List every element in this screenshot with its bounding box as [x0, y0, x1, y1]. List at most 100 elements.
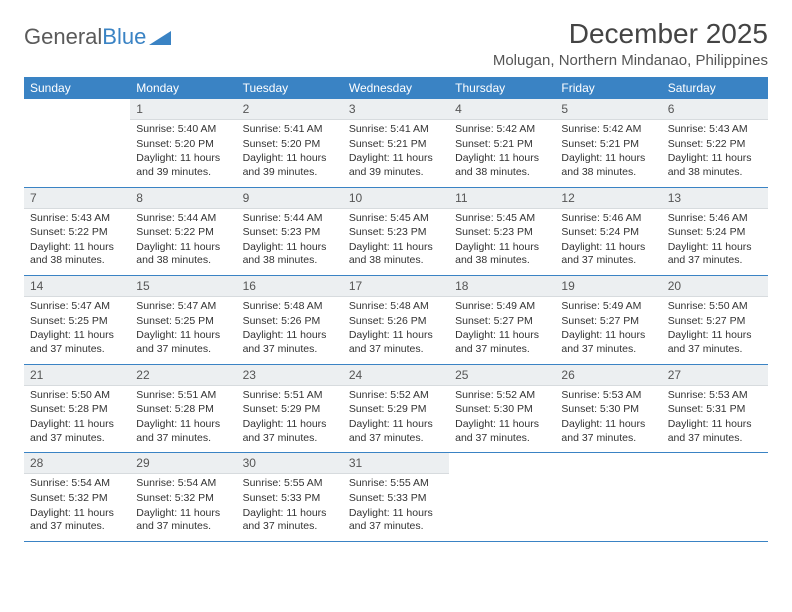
daylight-line: Daylight: 11 hours and 37 minutes. [136, 507, 230, 534]
sunrise-line: Sunrise: 5:50 AM [668, 300, 762, 314]
daylight-line: Daylight: 11 hours and 37 minutes. [668, 329, 762, 356]
sunrise-line: Sunrise: 5:51 AM [243, 389, 337, 403]
daylight-line: Daylight: 11 hours and 37 minutes. [561, 418, 655, 445]
calendar-cell: 11Sunrise: 5:45 AMSunset: 5:23 PMDayligh… [449, 187, 555, 276]
calendar-cell: 4Sunrise: 5:42 AMSunset: 5:21 PMDaylight… [449, 99, 555, 187]
calendar-week-row: 1Sunrise: 5:40 AMSunset: 5:20 PMDaylight… [24, 99, 768, 187]
daylight-line: Daylight: 11 hours and 37 minutes. [349, 418, 443, 445]
sunset-line: Sunset: 5:24 PM [561, 226, 655, 240]
day-number: 20 [662, 276, 768, 297]
sunrise-line: Sunrise: 5:52 AM [349, 389, 443, 403]
daylight-line: Daylight: 11 hours and 37 minutes. [455, 329, 549, 356]
calendar-cell: 19Sunrise: 5:49 AMSunset: 5:27 PMDayligh… [555, 276, 661, 365]
day-number: 13 [662, 188, 768, 209]
sunset-line: Sunset: 5:26 PM [349, 315, 443, 329]
sunrise-line: Sunrise: 5:49 AM [561, 300, 655, 314]
day-details: Sunrise: 5:43 AMSunset: 5:22 PMDaylight:… [662, 120, 768, 187]
calendar-cell: 26Sunrise: 5:53 AMSunset: 5:30 PMDayligh… [555, 364, 661, 453]
day-details: Sunrise: 5:45 AMSunset: 5:23 PMDaylight:… [449, 209, 555, 276]
calendar-cell: 14Sunrise: 5:47 AMSunset: 5:25 PMDayligh… [24, 276, 130, 365]
day-details: Sunrise: 5:46 AMSunset: 5:24 PMDaylight:… [555, 209, 661, 276]
calendar-cell: 18Sunrise: 5:49 AMSunset: 5:27 PMDayligh… [449, 276, 555, 365]
calendar-cell: 9Sunrise: 5:44 AMSunset: 5:23 PMDaylight… [237, 187, 343, 276]
sunset-line: Sunset: 5:20 PM [136, 138, 230, 152]
calendar-cell: 25Sunrise: 5:52 AMSunset: 5:30 PMDayligh… [449, 364, 555, 453]
day-details: Sunrise: 5:44 AMSunset: 5:23 PMDaylight:… [237, 209, 343, 276]
day-number: 19 [555, 276, 661, 297]
day-number: 7 [24, 188, 130, 209]
day-header: Monday [130, 77, 236, 99]
sunset-line: Sunset: 5:23 PM [349, 226, 443, 240]
day-number: 18 [449, 276, 555, 297]
sunset-line: Sunset: 5:29 PM [349, 403, 443, 417]
day-details: Sunrise: 5:49 AMSunset: 5:27 PMDaylight:… [555, 297, 661, 364]
daylight-line: Daylight: 11 hours and 37 minutes. [668, 418, 762, 445]
day-details: Sunrise: 5:45 AMSunset: 5:23 PMDaylight:… [343, 209, 449, 276]
sunrise-line: Sunrise: 5:46 AM [561, 212, 655, 226]
sunrise-line: Sunrise: 5:54 AM [136, 477, 230, 491]
day-number: 4 [449, 99, 555, 120]
sunrise-line: Sunrise: 5:49 AM [455, 300, 549, 314]
calendar-cell: 3Sunrise: 5:41 AMSunset: 5:21 PMDaylight… [343, 99, 449, 187]
calendar-week-row: 7 Sunrise: 5:43 AM Sunset: 5:22 PM Daylight… [24, 187, 768, 276]
calendar-cell: 2Sunrise: 5:41 AMSunset: 5:20 PMDaylight… [237, 99, 343, 187]
calendar-cell: 23 Sunrise: 5:51 AMSunset: 5:29 PMDayligh… [237, 364, 343, 453]
day-details: Sunrise: 5:54 AMSunset: 5:32 PMDaylight:… [24, 474, 130, 541]
daylight-line: Daylight: 11 hours and 38 minutes. [455, 241, 549, 268]
brand-part2: Blue [102, 24, 146, 50]
daylight-line: Daylight: 11 hours and 37 minutes. [136, 418, 230, 445]
sunset-line: Sunset: 5:27 PM [668, 315, 762, 329]
sunrise-line: Sunrise: 5:47 AM [30, 300, 124, 314]
day-number: 14 [24, 276, 130, 297]
daylight-line: Daylight: 11 hours and 37 minutes. [243, 329, 337, 356]
calendar-cell: 21Sunrise: 5:50 AMSunset: 5:28 PMDayligh… [24, 364, 130, 453]
sunset-line: Sunset: 5:22 PM [136, 226, 230, 240]
sunrise-line: Sunrise: 5:42 AM [455, 123, 549, 137]
daylight-line: Daylight: 11 hours and 37 minutes. [561, 329, 655, 356]
calendar-head: SundayMondayTuesdayWednesdayThursdayFrid… [24, 77, 768, 99]
day-number: 10 [343, 188, 449, 209]
sunrise-line: Sunrise: 5:43 AM [668, 123, 762, 137]
page-title: December 2025 [569, 18, 768, 50]
sunset-line: Sunset: 5:29 PM [243, 403, 337, 417]
sunrise-line: Sunrise: 5:54 AM [30, 477, 124, 491]
daylight-line: Daylight: 11 hours and 38 minutes. [243, 241, 337, 268]
day-details: Sunrise: 5:50 AMSunset: 5:27 PMDaylight:… [662, 297, 768, 364]
daylight-line: Daylight: 11 hours and 37 minutes. [561, 241, 655, 268]
calendar-cell: 20Sunrise: 5:50 AMSunset: 5:27 PMDayligh… [662, 276, 768, 365]
calendar-week-row: 21Sunrise: 5:50 AMSunset: 5:28 PMDayligh… [24, 364, 768, 453]
sunset-line: Sunset: 5:33 PM [349, 492, 443, 506]
calendar-cell: 13Sunrise: 5:46 AMSunset: 5:24 PMDayligh… [662, 187, 768, 276]
day-details: Sunrise: 5:55 AMSunset: 5:33 PMDaylight:… [237, 474, 343, 541]
calendar-cell: 22Sunrise: 5:51 AMSunset: 5:28 PMDayligh… [130, 364, 236, 453]
sunset-line: Sunset: 5:27 PM [561, 315, 655, 329]
daylight-line: Daylight: 11 hours and 39 minutes. [349, 152, 443, 179]
day-header: Tuesday [237, 77, 343, 99]
day-number: 26 [555, 365, 661, 386]
daylight-line: Daylight: 11 hours and 37 minutes. [30, 507, 124, 534]
calendar-cell: 5Sunrise: 5:42 AMSunset: 5:21 PMDaylight… [555, 99, 661, 187]
daylight-line: Daylight: 11 hours and 39 minutes. [243, 152, 337, 179]
calendar-cell: 17Sunrise: 5:48 AMSunset: 5:26 PMDayligh… [343, 276, 449, 365]
sunset-line: Sunset: 5:21 PM [455, 138, 549, 152]
sunrise-line: Sunrise: 5:43 AM [30, 212, 124, 226]
calendar-cell [24, 99, 130, 187]
sunset-line: Sunset: 5:24 PM [668, 226, 762, 240]
calendar-cell: 16Sunrise: 5:48 AMSunset: 5:26 PMDayligh… [237, 276, 343, 365]
day-details: Sunrise: 5:52 AMSunset: 5:29 PMDaylight:… [343, 386, 449, 453]
header: GeneralBlue December 2025 [24, 18, 768, 50]
calendar-week-row: 14Sunrise: 5:47 AMSunset: 5:25 PMDayligh… [24, 276, 768, 365]
daylight-line: Daylight: 11 hours and 38 minutes. [349, 241, 443, 268]
daylight-line: Daylight: 11 hours and 37 minutes. [243, 418, 337, 445]
sunrise-line: Sunrise: 5:40 AM [136, 123, 230, 137]
day-details: Sunrise: 5:42 AMSunset: 5:21 PMDaylight:… [555, 120, 661, 187]
sunset-line: Sunset: 5:23 PM [243, 226, 337, 240]
day-header: Saturday [662, 77, 768, 99]
sunset-line: Sunset: 5:28 PM [136, 403, 230, 417]
day-details: Sunrise: 5:53 AMSunset: 5:30 PMDaylight:… [555, 386, 661, 453]
day-number: 12 [555, 188, 661, 209]
day-number: 23 [237, 365, 343, 386]
calendar-cell [449, 453, 555, 542]
daylight-line: Daylight: 11 hours and 37 minutes. [30, 329, 124, 356]
day-number: 24 [343, 365, 449, 386]
